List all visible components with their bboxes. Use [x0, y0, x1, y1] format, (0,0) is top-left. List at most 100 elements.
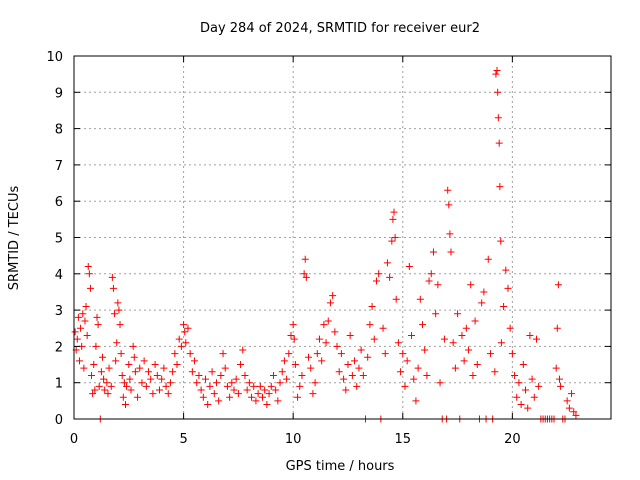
data-point — [335, 368, 343, 376]
chart-title: Day 284 of 2024, SRMTID for receiver eur… — [200, 21, 480, 36]
data-point — [232, 375, 240, 383]
data-point — [160, 364, 168, 372]
data-point — [401, 382, 409, 390]
data-point — [408, 332, 416, 340]
data-point — [243, 386, 251, 394]
data-point — [276, 379, 284, 387]
data-point — [309, 390, 317, 398]
data-point — [570, 408, 578, 416]
data-point — [169, 368, 177, 376]
data-point — [355, 364, 363, 372]
data-point — [104, 390, 112, 398]
data-point — [423, 371, 431, 379]
data-point — [197, 386, 205, 394]
x-tick-label: 20 — [504, 432, 521, 447]
data-point — [524, 404, 532, 412]
data-point — [130, 353, 138, 361]
data-point — [230, 386, 238, 394]
data-point — [290, 335, 298, 343]
data-point — [217, 371, 225, 379]
data-point — [210, 390, 218, 398]
data-point — [149, 390, 157, 398]
data-point — [82, 302, 90, 310]
data-point — [389, 215, 397, 223]
data-point — [171, 350, 179, 358]
data-point — [392, 295, 400, 303]
data-point — [496, 183, 504, 191]
data-point — [458, 332, 466, 340]
data-point — [237, 361, 245, 369]
data-point — [348, 371, 356, 379]
data-point — [74, 313, 82, 321]
data-point — [228, 379, 236, 387]
y-tick-label: 7 — [55, 159, 63, 174]
data-point — [313, 350, 321, 358]
data-point — [71, 328, 79, 336]
data-point — [127, 386, 135, 394]
y-tick-label: 6 — [55, 195, 63, 210]
data-point — [147, 375, 155, 383]
data-point — [258, 393, 266, 401]
data-point — [113, 339, 121, 347]
data-point — [449, 339, 457, 347]
data-point — [202, 375, 210, 383]
data-point — [75, 357, 83, 365]
data-point — [155, 386, 163, 394]
data-point — [555, 375, 563, 383]
data-point — [120, 379, 128, 387]
data-point — [565, 404, 573, 412]
data-point — [294, 393, 302, 401]
data-point — [315, 335, 323, 343]
data-point — [403, 357, 411, 365]
data-point — [508, 350, 516, 358]
data-point — [391, 234, 399, 241]
data-point — [151, 361, 159, 369]
data-point — [265, 390, 273, 398]
data-point — [85, 270, 93, 278]
data-point — [353, 382, 361, 390]
data-point — [451, 364, 459, 372]
data-point — [329, 292, 337, 300]
data-point — [526, 332, 534, 340]
data-point — [460, 357, 468, 365]
data-point — [357, 346, 365, 354]
data-point — [193, 379, 201, 387]
data-marks — [71, 67, 580, 423]
data-point — [506, 324, 514, 332]
data-point — [300, 270, 308, 278]
data-point — [563, 397, 571, 405]
y-tick-label: 4 — [55, 268, 63, 283]
data-point — [298, 371, 306, 379]
data-point — [107, 382, 115, 390]
data-point — [221, 364, 229, 372]
data-point — [199, 393, 207, 401]
data-point — [226, 393, 234, 401]
y-tick-label: 3 — [55, 304, 63, 319]
data-point — [73, 335, 81, 343]
data-point — [95, 382, 103, 390]
data-point — [145, 368, 153, 376]
data-point — [454, 310, 462, 318]
data-point — [142, 382, 150, 390]
data-point — [256, 382, 264, 390]
data-point — [162, 382, 170, 390]
data-point — [486, 350, 494, 358]
data-point — [108, 273, 116, 281]
data-point — [114, 299, 122, 307]
x-tick-label: 5 — [179, 432, 187, 447]
data-point — [340, 375, 348, 383]
data-point — [368, 302, 376, 310]
data-point — [138, 379, 146, 387]
data-point — [432, 310, 440, 318]
data-point — [331, 328, 339, 336]
data-point — [219, 350, 227, 358]
data-point — [436, 379, 444, 387]
data-point — [364, 353, 372, 361]
data-point — [342, 386, 350, 394]
data-point — [291, 361, 299, 369]
data-point — [324, 317, 332, 325]
data-point — [471, 317, 479, 325]
grid — [74, 56, 611, 419]
data-point — [77, 324, 85, 332]
data-point — [123, 382, 131, 390]
